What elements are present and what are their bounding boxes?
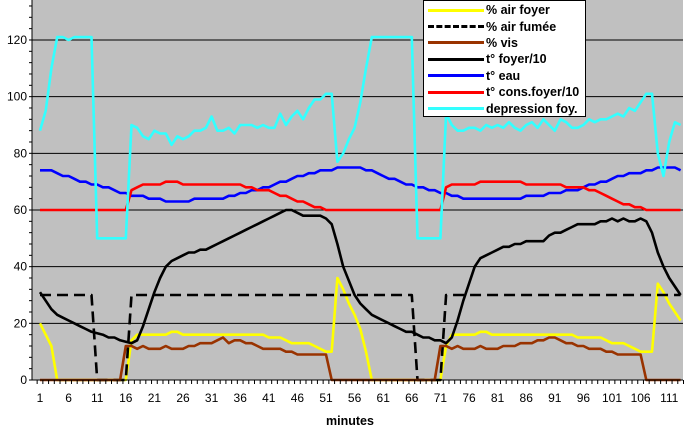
legend-label: depression foy.: [486, 101, 578, 116]
x-tick-label: 11: [91, 391, 104, 405]
series-line-4: [40, 166, 682, 203]
legend-swatch: [428, 57, 484, 61]
legend-swatch: [428, 74, 484, 78]
y-tick-label: 20: [14, 316, 28, 330]
x-tick-label: 41: [262, 391, 276, 405]
legend-label: % air fumée: [486, 19, 557, 34]
legend-item: t° eau: [424, 68, 585, 84]
legend-item: % air foyer: [424, 2, 585, 18]
x-tick-label: 36: [234, 391, 248, 405]
x-tick-label: 86: [520, 391, 534, 405]
legend-item: t° foyer/10: [424, 51, 585, 67]
legend-item: depression foy.: [424, 100, 585, 116]
legend-swatch: [428, 25, 484, 29]
y-tick-label: 40: [14, 260, 28, 274]
legend-swatch: [428, 41, 484, 45]
x-tick-label: 61: [377, 391, 391, 405]
x-tick-label: 96: [577, 391, 591, 405]
legend-swatch: [428, 107, 484, 111]
legend-item: % vis: [424, 35, 585, 51]
series-line-3: [38, 208, 682, 345]
legend: % air foyer% air fumée% vis t° foyer/10 t°…: [423, 0, 586, 117]
x-tick-label: 16: [119, 391, 133, 405]
x-tick-label: 81: [491, 391, 505, 405]
series-lines: [38, 35, 682, 382]
x-tick-label: 66: [405, 391, 419, 405]
x-axis-label: minutes: [326, 414, 374, 428]
y-tick-label: 120: [7, 33, 27, 47]
y-tick-label: 60: [14, 203, 28, 217]
legend-label: t° eau: [486, 68, 521, 83]
x-tick-label: 91: [548, 391, 562, 405]
legend-label: % vis: [486, 35, 518, 50]
y-tick-label: 80: [14, 146, 28, 160]
legend-swatch: [428, 8, 484, 12]
x-tick-label: 106: [631, 391, 651, 405]
legend-label: t° foyer/10: [486, 52, 547, 67]
x-tick-label: 76: [462, 391, 476, 405]
legend-label: % air foyer: [486, 3, 550, 18]
x-tick-label: 6: [65, 391, 72, 405]
x-tick-label: 26: [176, 391, 190, 405]
series-line-6: [38, 35, 682, 240]
legend-item: % air fumée: [424, 18, 585, 34]
y-tick-label: 100: [7, 90, 27, 104]
x-tick-label: 1: [37, 391, 44, 405]
legend-label: t° cons.foyer/10: [486, 85, 580, 100]
legend-item: t° cons.foyer/10: [424, 84, 585, 100]
x-tick-label: 51: [319, 391, 333, 405]
x-tick-label: 101: [602, 391, 622, 405]
y-tick-label: 0: [20, 373, 27, 387]
legend-swatch: [428, 90, 484, 94]
x-tick-label: 31: [205, 391, 219, 405]
x-tick-label: 21: [148, 391, 162, 405]
x-tick-label: 71: [434, 391, 448, 405]
x-tick-label: 111: [660, 391, 679, 405]
series-line-5: [40, 180, 681, 212]
x-tick-label: 56: [348, 391, 362, 405]
series-line-0: [38, 276, 682, 382]
series-line-1: [40, 293, 681, 382]
x-tick-label: 46: [291, 391, 305, 405]
